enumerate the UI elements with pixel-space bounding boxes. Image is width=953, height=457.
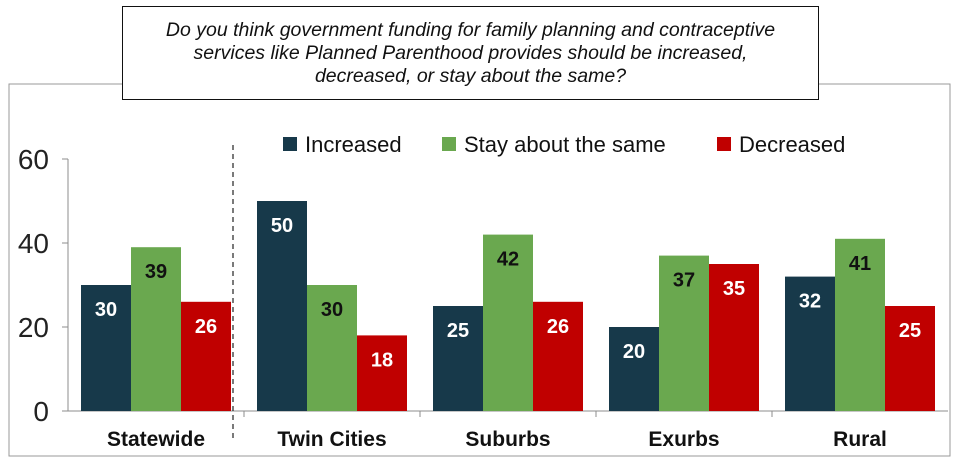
data-label: 41 bbox=[849, 253, 871, 275]
x-tick-label: Statewide bbox=[107, 428, 205, 451]
x-tick-label: Exurbs bbox=[648, 428, 719, 451]
bar bbox=[835, 238, 885, 411]
legend-label: Stay about the same bbox=[464, 132, 666, 157]
y-tick-label: 20 bbox=[18, 312, 49, 343]
bar bbox=[131, 247, 181, 411]
bar bbox=[533, 301, 583, 411]
data-label: 30 bbox=[95, 299, 117, 321]
data-label: 25 bbox=[899, 320, 921, 342]
x-tick-label: Twin Cities bbox=[277, 428, 386, 451]
data-label: 37 bbox=[673, 270, 695, 292]
y-tick-label: 60 bbox=[18, 144, 49, 175]
legend: Increased Stay about the same Decreased bbox=[283, 132, 845, 157]
data-label: 35 bbox=[723, 278, 745, 300]
bar bbox=[785, 276, 835, 411]
data-label: 32 bbox=[799, 291, 821, 313]
bar bbox=[885, 306, 935, 411]
bar bbox=[307, 285, 357, 411]
data-label: 50 bbox=[271, 215, 293, 237]
x-tick-label: Rural bbox=[833, 428, 887, 451]
y-tick-label: 40 bbox=[18, 228, 49, 259]
legend-swatch bbox=[442, 137, 456, 151]
legend-label: Decreased bbox=[739, 132, 845, 157]
question-text: Do you think government funding for fami… bbox=[165, 18, 776, 87]
data-label: 20 bbox=[623, 341, 645, 363]
bar bbox=[659, 255, 709, 411]
bar bbox=[483, 234, 533, 411]
legend-swatch bbox=[717, 137, 731, 151]
data-label: 30 bbox=[321, 299, 343, 321]
bar bbox=[81, 285, 131, 411]
bars: 30 39 26 50 30 18 25 42 26 20 37 35 32 41 25 bbox=[81, 201, 935, 411]
data-label: 25 bbox=[447, 320, 469, 342]
question-box: Do you think government funding for fami… bbox=[122, 6, 819, 100]
x-tick-label: Suburbs bbox=[465, 428, 550, 451]
bar bbox=[709, 264, 759, 411]
data-label: 26 bbox=[195, 316, 217, 338]
bar bbox=[181, 301, 231, 411]
data-label: 39 bbox=[145, 261, 167, 283]
legend-label: Increased bbox=[305, 132, 402, 157]
bar bbox=[433, 306, 483, 411]
data-label: 42 bbox=[497, 249, 519, 271]
bar bbox=[609, 327, 659, 411]
y-tick-label: 0 bbox=[33, 396, 49, 427]
bar bbox=[357, 335, 407, 411]
data-label: 18 bbox=[371, 349, 393, 371]
bar bbox=[257, 201, 307, 411]
data-label: 26 bbox=[547, 316, 569, 338]
legend-swatch bbox=[283, 137, 297, 151]
